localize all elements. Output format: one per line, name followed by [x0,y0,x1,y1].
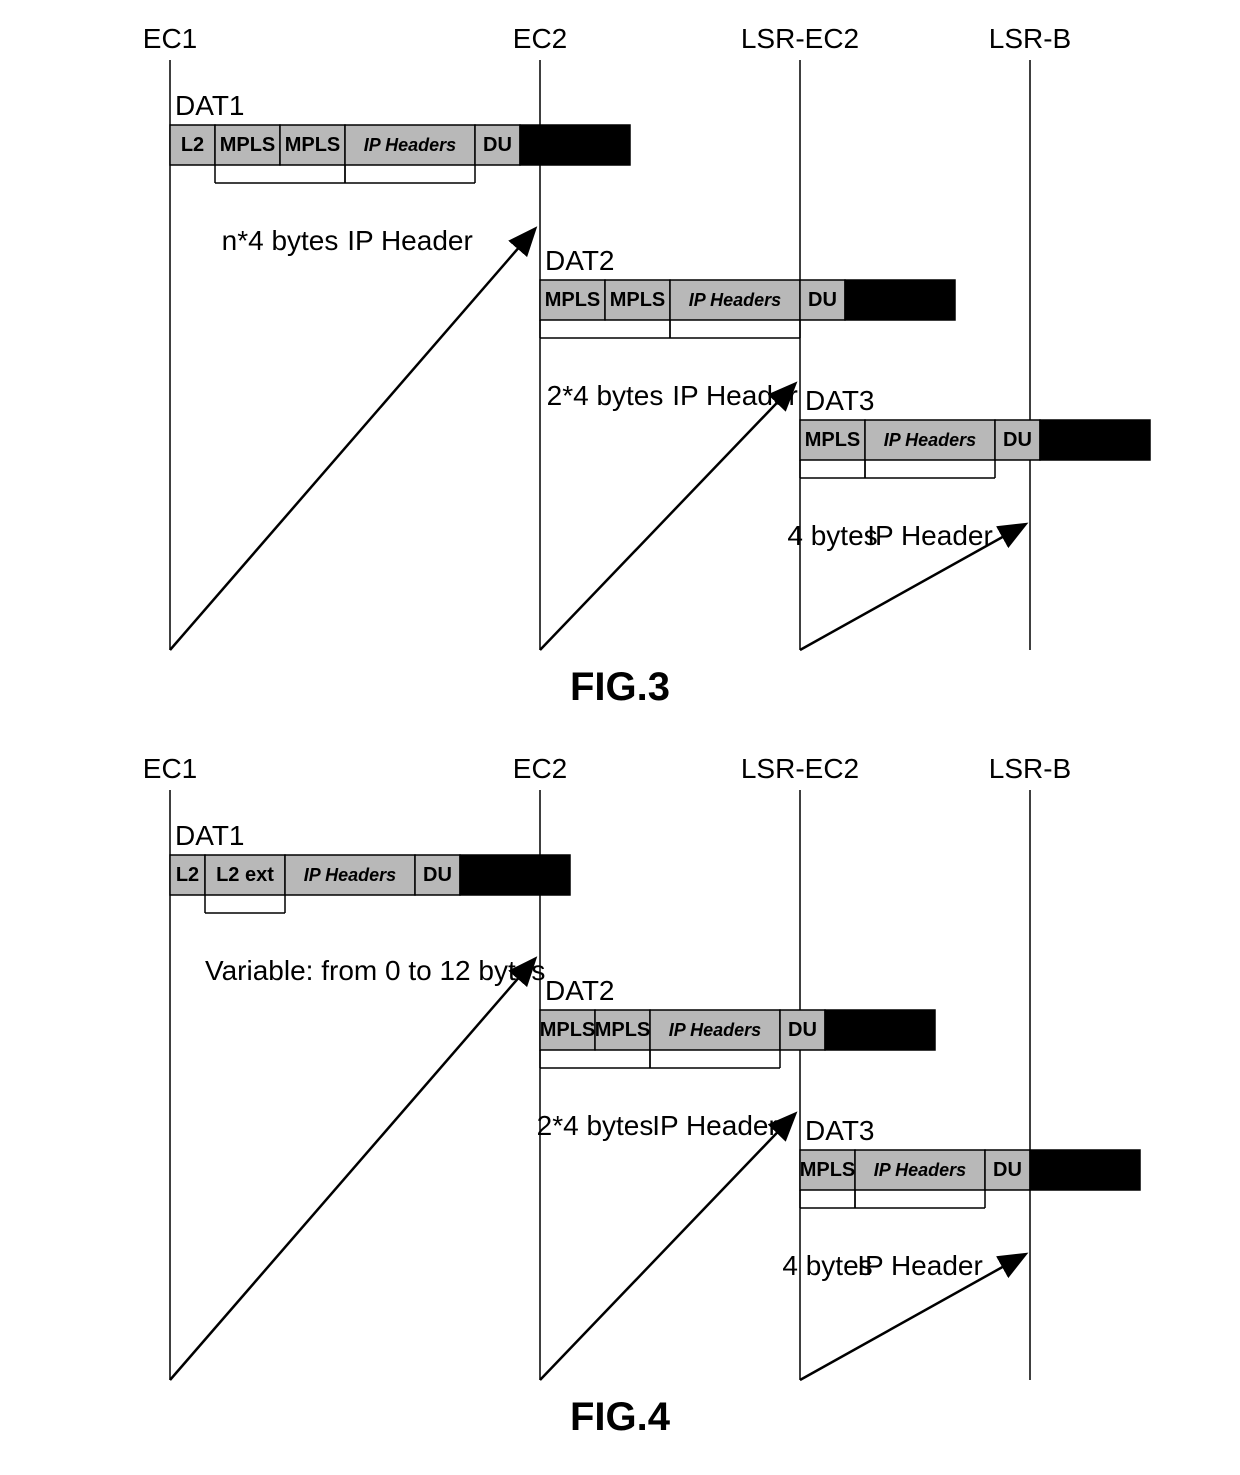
dim-text: IP Header [347,225,473,256]
station-label: LSR-EC2 [741,23,859,54]
segment-label: MPLS [220,134,276,156]
segment-label: DU [808,289,837,311]
packet-name: DAT2 [545,245,615,276]
segment-label: MPLS [805,429,861,451]
dim-text: Variable: from 0 to 12 bytes [205,955,545,986]
packet-segment [825,1010,935,1050]
station-label: EC1 [143,753,197,784]
segment-label: MPLS [610,289,666,311]
dim-text: 2*4 bytes [537,1110,654,1141]
packet-segment [520,125,630,165]
segment-label: DU [788,1019,817,1041]
station-label: LSR-B [989,23,1071,54]
message-arrow [170,960,534,1380]
segment-label: DU [483,134,512,156]
station-label: EC2 [513,753,567,784]
dim-text: IP Header [867,520,993,551]
segment-label: DU [423,864,452,886]
segment-label: MPLS [595,1019,651,1041]
segment-label: MPLS [540,1019,596,1041]
segment-label: L2 ext [216,864,274,886]
segment-label: MPLS [545,289,601,311]
packet-name: DAT1 [175,820,245,851]
segment-label: MPLS [800,1159,856,1181]
segment-label: IP Headers [874,1160,966,1180]
dim-text: IP Header [652,1110,778,1141]
station-label: EC1 [143,23,197,54]
packet-name: DAT1 [175,90,245,121]
segment-label: IP Headers [304,865,396,885]
packet-segment [460,855,570,895]
segment-label: L2 [181,134,204,156]
segment-label: MPLS [285,134,341,156]
diagram-canvas: EC1EC2LSR-EC2LSR-BDAT1L2MPLSMPLSIP Heade… [0,0,1240,1475]
station-label: EC2 [513,23,567,54]
segment-label: IP Headers [364,135,456,155]
segment-label: DU [1003,429,1032,451]
dim-text: IP Header [857,1250,983,1281]
dim-text: 2*4 bytes [547,380,664,411]
segment-label: IP Headers [689,290,781,310]
dim-text: n*4 bytes [222,225,339,256]
segment-label: L2 [176,864,199,886]
station-label: LSR-B [989,753,1071,784]
message-arrow [170,230,534,650]
figure-title: FIG.3 [570,665,670,709]
packet-segment [1040,420,1150,460]
segment-label: IP Headers [669,1020,761,1040]
packet-name: DAT3 [805,385,875,416]
message-arrow [540,1115,794,1380]
segment-label: IP Headers [884,430,976,450]
station-label: LSR-EC2 [741,753,859,784]
packet-segment [1030,1150,1140,1190]
packet-segment [845,280,955,320]
dim-text: IP Header [672,380,798,411]
segment-label: DU [993,1159,1022,1181]
packet-name: DAT2 [545,975,615,1006]
packet-name: DAT3 [805,1115,875,1146]
figure-title: FIG.4 [570,1395,671,1439]
dim-text: 4 bytes [787,520,877,551]
message-arrow [540,385,794,650]
